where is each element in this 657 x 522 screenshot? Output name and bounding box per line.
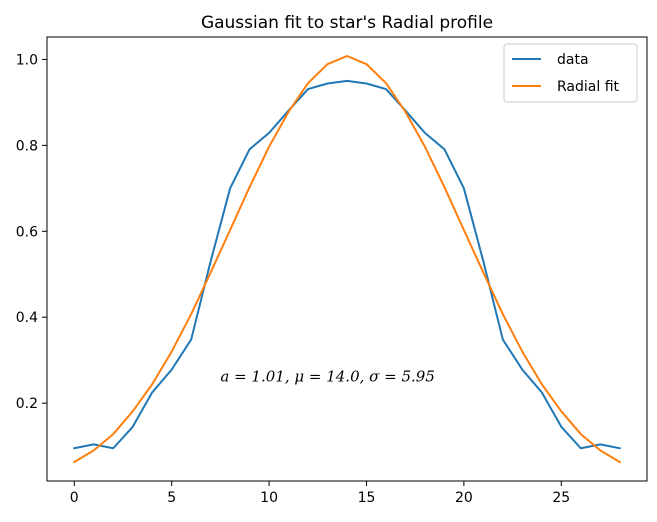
x-tick-label: 5 [167,490,176,506]
axes-frame [46,36,648,482]
x-tick-label: 0 [70,490,79,506]
legend: data Radial fit [503,43,638,103]
x-tick-label: 20 [455,490,473,506]
x-tick-label: 25 [552,490,570,506]
y-tick-label: 0.8 [16,138,38,154]
y-tick-label: 0.4 [16,310,38,326]
chart-title: Gaussian fit to star's Radial profile [201,13,493,33]
series-line-data [73,79,621,450]
fit-parameters-annotation: a = 1.01, μ = 14.0, σ = 5.95 [220,368,435,386]
y-tick-label: 0.2 [16,396,38,412]
x-tick-label: 15 [358,490,376,506]
x-axis: 0 5 10 15 20 25 [70,481,570,506]
y-tick-label: 1.0 [16,52,38,68]
y-tick-label: 0.6 [16,224,38,240]
plot-area [46,36,648,482]
legend-label-data: data [557,52,589,68]
legend-label-radial-fit: Radial fit [557,79,620,95]
x-tick-label: 10 [260,490,278,506]
y-axis: 0.2 0.4 0.6 0.8 1.0 [16,52,47,412]
series-line-radial-fit [72,54,622,464]
series-layer [72,54,622,464]
axes-background [47,37,647,481]
